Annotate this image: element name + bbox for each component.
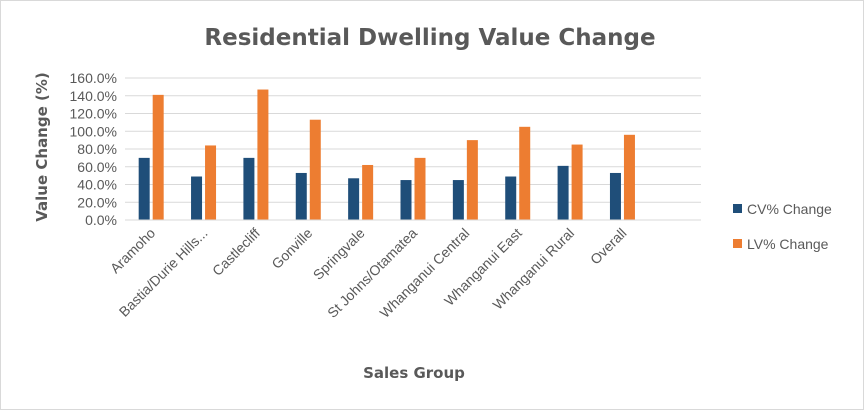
bar-lv	[309, 119, 321, 220]
bar-lv	[519, 126, 531, 220]
bar-lv	[623, 134, 635, 220]
legend: CV% Change LV% Change	[733, 201, 832, 252]
y-tick-label: 0.0%	[85, 212, 117, 228]
y-tick-label: 160.0%	[70, 70, 117, 86]
bar-cv	[295, 172, 307, 220]
bars	[138, 89, 635, 220]
y-tick-label: 20.0%	[77, 194, 117, 210]
bar-cv	[505, 176, 517, 220]
bar-lv	[571, 144, 583, 220]
x-tick-label: Overall	[587, 225, 630, 268]
bar-cv	[400, 180, 412, 220]
bar-lv	[466, 140, 478, 220]
x-tick-label: Aramoho	[107, 225, 159, 277]
chart-title: Residential Dwelling Value Change	[204, 25, 655, 51]
bar-lv	[152, 94, 164, 220]
x-tick-label: Whanganui Central	[376, 225, 472, 321]
bar-lv	[205, 145, 217, 220]
y-tick-label: 40.0%	[77, 177, 117, 193]
bar-cv	[191, 176, 203, 220]
bar-cv	[243, 157, 255, 220]
bar-lv	[257, 89, 269, 220]
bar-cv	[348, 178, 360, 220]
bar-lv	[362, 164, 374, 220]
x-tick-label: Gonville	[268, 225, 315, 272]
x-tick-label: Castlecliff	[209, 225, 263, 279]
y-tick-label: 60.0%	[77, 159, 117, 175]
bar-cv	[609, 172, 621, 220]
x-tick-label: Bastia/Durie Hills...	[116, 225, 211, 320]
legend-swatch	[733, 239, 742, 248]
x-axis-title: Sales Group	[363, 364, 465, 382]
legend-label: LV% Change	[747, 236, 829, 252]
bar-lv	[414, 157, 426, 220]
gridlines	[125, 77, 701, 203]
x-tick-label: St Johns/Otamatea	[324, 225, 420, 321]
bar-cv	[452, 180, 464, 220]
y-tick-label: 80.0%	[77, 141, 117, 157]
bar-cv	[138, 157, 150, 220]
legend-label: CV% Change	[747, 201, 832, 217]
y-axis-ticks: 0.0% 20.0%40.0% 60.0% 80.0% 100.0%120.0% 140.…	[70, 70, 117, 228]
legend-swatch	[733, 204, 742, 213]
y-tick-label: 100.0%	[70, 123, 117, 139]
bar-cv	[557, 165, 569, 220]
y-tick-label: 120.0%	[70, 106, 117, 122]
y-axis-title: Value Change (%)	[33, 72, 51, 222]
y-tick-label: 140.0%	[70, 88, 117, 104]
